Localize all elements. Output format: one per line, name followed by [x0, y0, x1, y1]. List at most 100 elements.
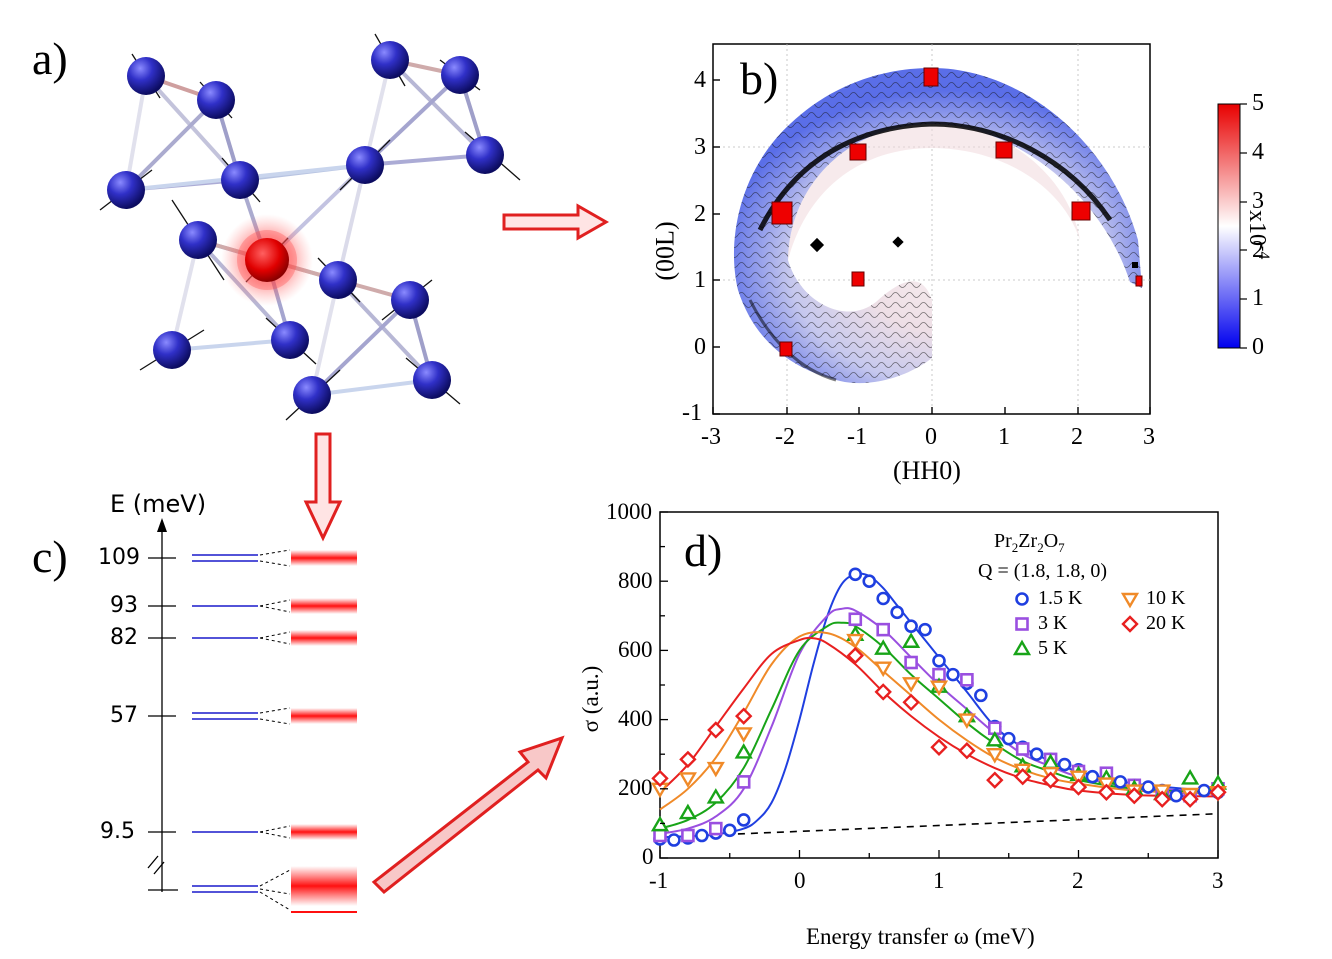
data-point-1-5-K — [946, 667, 960, 682]
data-point-20-K — [930, 738, 948, 756]
data-point-1-5-K — [890, 605, 904, 620]
map-xtick: 1 — [998, 424, 1010, 450]
data-point-20-K — [1097, 783, 1116, 801]
pyrochlore-structure-diagram — [99, 33, 521, 421]
data-point-20-K — [679, 750, 697, 769]
panel-a-label: a) — [32, 33, 68, 84]
data-point-3-K — [960, 673, 974, 687]
data-point-10-K — [846, 633, 865, 650]
data-point-20-K — [1153, 790, 1171, 808]
data-point-20-K — [986, 771, 1004, 789]
data-point-1-5-K — [1057, 757, 1072, 772]
panel-c-label: c) — [32, 531, 68, 582]
data-point-10-K — [706, 761, 725, 778]
legend-marker-10-K — [1120, 592, 1140, 609]
map-ylabel: (00L) — [650, 221, 680, 281]
arrow-a-to-b — [502, 203, 610, 241]
data-point-20-K — [651, 769, 669, 788]
legend-markers — [1012, 592, 1140, 656]
data-point-10-K — [678, 772, 697, 788]
data-point-10-K — [1069, 770, 1088, 787]
data-point-1-5-K — [1029, 747, 1044, 762]
data-point-1-5-K — [1085, 769, 1100, 784]
data-point-3-K — [1015, 742, 1030, 756]
map-xlabel: (HH0) — [893, 456, 961, 485]
data-point-10-K — [874, 661, 893, 678]
map-xtick: 2 — [1071, 424, 1083, 450]
data-point-3-K — [681, 828, 695, 843]
data-point-10-K — [929, 680, 949, 697]
data-point-1-5-K — [876, 591, 891, 606]
map-ytick: 1 — [694, 267, 706, 293]
legend-marker-1-5-K — [1015, 592, 1029, 606]
map-xtick: -1 — [847, 424, 867, 450]
colorbar-tick: 0 — [1252, 334, 1264, 360]
colorbar-scale: x10-4 — [1244, 210, 1272, 260]
legend-marker-20-K — [1121, 615, 1139, 633]
data-point-1-5-K — [1113, 775, 1128, 789]
intensity-map — [712, 43, 1247, 415]
data-point-1-5-K — [695, 828, 709, 843]
data-point-3-K — [736, 775, 751, 789]
data-point-5-K — [902, 632, 921, 648]
data-point-1-5-K — [918, 622, 932, 637]
sigma-vs-energy-chart — [650, 511, 1228, 859]
data-point-3-K — [876, 622, 891, 637]
data-point-1-5-K — [722, 823, 737, 838]
colorbar — [1217, 103, 1241, 349]
data-point-20-K — [707, 721, 725, 739]
bragg-peaks — [771, 67, 1143, 357]
map-ytick: 3 — [694, 134, 706, 160]
map-ytick: 0 — [694, 334, 706, 360]
data-point-1-5-K — [862, 574, 877, 588]
data-point-5-K — [985, 730, 1004, 747]
data-point-20-K — [1181, 790, 1199, 808]
background-line — [659, 812, 1219, 839]
data-point-20-K — [1041, 771, 1060, 789]
data-point-1-5-K — [1169, 788, 1183, 803]
data-point-20-K — [1014, 767, 1032, 786]
data-point-1-5-K — [1141, 780, 1156, 794]
map-ytick: 2 — [694, 201, 706, 227]
data-point-20-K — [958, 742, 976, 760]
data-point-5-K — [706, 788, 725, 804]
data-point-5-K — [1181, 769, 1200, 785]
data-point-20-K — [735, 707, 753, 725]
data-point-20-K — [1069, 778, 1088, 796]
colorbar-tick: 4 — [1252, 139, 1264, 165]
data-point-1-5-K — [1197, 783, 1211, 798]
panel-b-label: b) — [740, 53, 779, 104]
data-point-3-K — [709, 821, 723, 836]
map-xtick: 0 — [925, 424, 937, 450]
data-point-5-K — [650, 815, 670, 832]
data-point-3-K — [904, 655, 918, 670]
data-point-10-K — [957, 713, 976, 729]
broadened-bands — [291, 550, 357, 913]
map-ytick: -1 — [682, 400, 702, 426]
energy-level-diagram — [147, 518, 357, 913]
data-point-5-K — [678, 803, 697, 820]
data-point-10-K — [985, 748, 1004, 764]
data-point-20-K — [846, 646, 864, 665]
map-xtick: -3 — [701, 424, 721, 450]
data-point-1-5-K — [932, 653, 946, 668]
data-point-1-5-K — [974, 688, 988, 703]
panel-d-label: d) — [684, 525, 723, 576]
data-point-10-K — [734, 727, 753, 743]
data-point-1-5-K — [904, 619, 918, 633]
colorbar-tick: 3 — [1252, 188, 1264, 214]
map-xtick: -2 — [775, 424, 795, 450]
data-point-1-5-K — [848, 567, 863, 582]
data-point-1-5-K — [1001, 731, 1016, 746]
data-point-10-K — [902, 677, 921, 693]
legend-marker-5-K — [1012, 639, 1032, 656]
data-point-1-5-K — [667, 833, 681, 847]
arrow-a-to-c — [303, 432, 343, 542]
data-point-1-5-K — [736, 813, 751, 827]
data-point-3-K — [848, 612, 863, 627]
data-point-20-K — [1209, 783, 1227, 801]
data-point-20-K — [1125, 787, 1143, 805]
data-point-20-K — [902, 693, 920, 711]
data-point-5-K — [874, 639, 893, 655]
colorbar-tick: 2 — [1252, 237, 1264, 263]
